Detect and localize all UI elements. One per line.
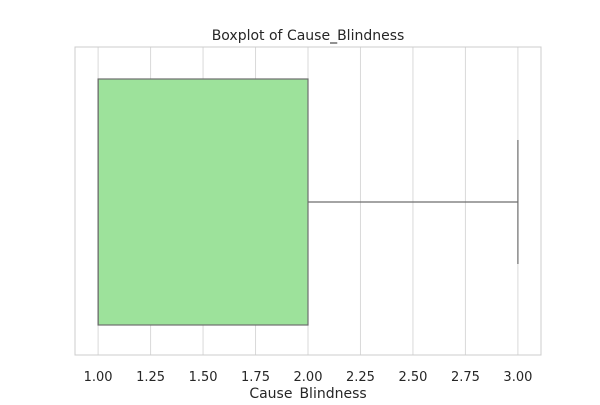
- x-tick-label: 2.50: [398, 370, 427, 385]
- x-tick-label: 3.00: [503, 370, 532, 385]
- x-tick-label: 1.50: [189, 370, 218, 385]
- x-tick-label: 2.00: [294, 370, 323, 385]
- plot-frame: [74, 46, 542, 356]
- x-tick-label: 2.25: [346, 370, 375, 385]
- x-tick-label: 1.00: [84, 370, 113, 385]
- x-tick-label: 1.75: [241, 370, 270, 385]
- chart-title: Boxplot of Cause_Blindness: [212, 28, 405, 44]
- plot-layer: [97, 78, 519, 326]
- box-iqr: [97, 78, 309, 326]
- x-tick-label: 2.75: [451, 370, 480, 385]
- tick-layer: 1.00 1.25 1.50 1.75 2.00 2.25 2.50 2.75 3.00: [84, 370, 533, 385]
- x-tick-label: 1.25: [136, 370, 165, 385]
- x-axis-label: Cause_Blindness: [249, 386, 366, 400]
